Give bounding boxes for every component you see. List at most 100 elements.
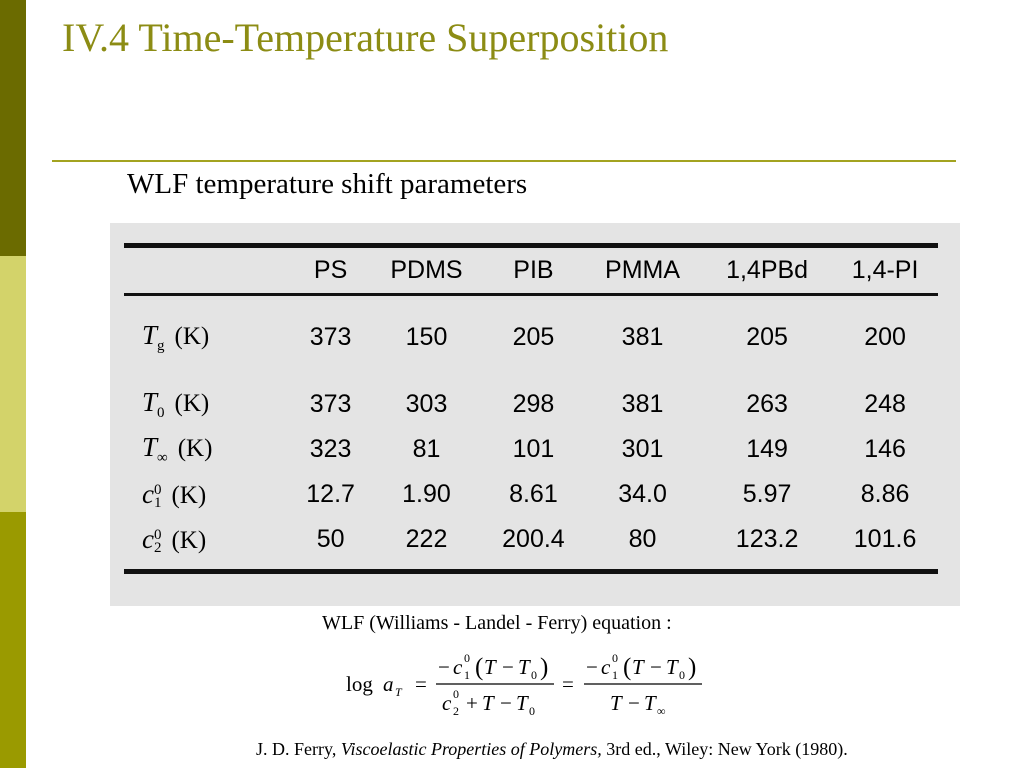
table-top-rule [124, 243, 938, 248]
eq-minus: − [628, 691, 640, 715]
wlf-parameter-table: PS PDMS PIB PMMA 1,4PBd 1,4-PI Tg (K) 373… [124, 248, 938, 562]
column-header-14pi: 1,4-PI [851, 256, 919, 284]
table-header-row: PS PDMS PIB PMMA 1,4PBd 1,4-PI [124, 248, 938, 293]
table-row-c1: c 0 1 (K) 12.7 1.90 8.61 34.0 5.97 8.86 [124, 472, 938, 517]
citation-publisher: 3rd ed., Wiley: New York (1980). [601, 739, 848, 759]
eq-c: c [442, 691, 452, 715]
eq-rparen: ) [688, 654, 696, 681]
table-cell: 248 [864, 390, 906, 418]
row-unit: (K) [174, 390, 210, 417]
row-symbol: c [142, 478, 154, 509]
eq-c: c [453, 655, 463, 679]
table-cell: 303 [405, 390, 448, 418]
eq-subscript: 1 [612, 668, 618, 682]
row-label-c1: c 0 1 (K) [124, 472, 292, 517]
column-header-ps: PS [313, 256, 348, 284]
eq-subscript: 2 [453, 704, 459, 718]
table-cell: 381 [621, 323, 664, 351]
eq-minus: − [502, 655, 514, 679]
table-cell: 5.97 [742, 480, 792, 508]
table-row-tg: Tg (K) 373 150 205 381 205 200 [124, 315, 938, 360]
column-header-pdms: PDMS [390, 256, 463, 284]
row-superscript: 0 [153, 527, 162, 544]
table-cell: 80 [628, 525, 657, 553]
eq-c: c [601, 655, 611, 679]
table-row-c2: c 0 2 (K) 50 222 200.4 80 123.2 101.6 [124, 517, 938, 562]
table-header-rule [124, 293, 938, 296]
row-symbol: T [142, 320, 158, 350]
row-symbol: c [142, 523, 154, 554]
table-caption: WLF temperature shift parameters [127, 168, 528, 200]
row-unit: (K) [174, 323, 210, 350]
eq-rparen: ) [540, 654, 548, 681]
wlf-equation: log a T = − c 0 1 ( T − T 0 ) c 0 2 + T … [346, 651, 702, 718]
table-cell: 149 [746, 435, 788, 463]
table-cell: 12.7 [306, 480, 355, 508]
eq-lparen: ( [623, 654, 631, 681]
eq-lparen: ( [475, 654, 483, 681]
table-cell: 222 [405, 525, 448, 553]
column-header-pmma: PMMA [605, 256, 681, 284]
eq-equals-1: = [415, 672, 427, 696]
left-stripe-dark [0, 0, 26, 256]
title-divider [52, 160, 956, 162]
row-label-tinf: T∞ (K) [124, 427, 292, 472]
eq-subscript: 0 [529, 704, 535, 718]
eq-T: T [610, 691, 623, 715]
table-cell: 373 [309, 390, 352, 418]
eq-equals-2: = [562, 672, 574, 696]
table-cell: 101 [512, 435, 555, 463]
table-cell: 205 [746, 323, 788, 351]
table-cell: 123.2 [735, 525, 799, 553]
table-cell: 150 [405, 323, 448, 351]
eq-minus: − [650, 655, 662, 679]
table-cell: 298 [512, 390, 555, 418]
eq-subscript: ∞ [657, 704, 666, 718]
table-cell: 381 [621, 390, 664, 418]
citation: J. D. Ferry, Viscoelastic Properties of … [256, 739, 848, 760]
left-stripe-light [0, 256, 26, 512]
equation-label: WLF (Williams - Landel - Ferry) equation… [322, 612, 672, 634]
table-cell: 101.6 [853, 525, 917, 553]
table-cell: 81 [412, 435, 441, 463]
row-subscript: 0 [157, 405, 165, 421]
eq-T: T [484, 655, 497, 679]
wlf-table-panel: PS PDMS PIB PMMA 1,4PBd 1,4-PI Tg (K) 373… [110, 223, 960, 606]
table-cell: 323 [309, 435, 352, 463]
row-superscript: 0 [153, 482, 162, 499]
row-label-tg: Tg (K) [124, 315, 292, 360]
row-subscript: ∞ [157, 450, 168, 466]
row-unit: (K) [177, 435, 213, 462]
eq-log: log [346, 672, 373, 696]
eq-subscript: 0 [531, 668, 537, 682]
slide-title: IV.4 Time-Temperature Superposition [62, 15, 669, 60]
eq-a: a [383, 672, 394, 696]
row-unit: (K) [171, 481, 207, 509]
table-cell: 1.90 [402, 480, 451, 508]
eq-subscript: 1 [464, 668, 470, 682]
row-unit: (K) [171, 526, 207, 554]
eq-T: T [632, 655, 645, 679]
table-cell: 146 [864, 435, 906, 463]
eq-superscript: 0 [453, 687, 459, 701]
eq-minus: − [586, 655, 598, 679]
table-cell: 200.4 [502, 525, 565, 553]
eq-T: T [666, 655, 679, 679]
table-row-tinf: T∞ (K) 323 81 101 301 149 146 [124, 427, 938, 472]
row-symbol: T [142, 387, 158, 417]
column-header-14pbd: 1,4PBd [726, 256, 809, 284]
table-row-t0: T0 (K) 373 303 298 381 263 248 [124, 382, 938, 427]
row-label-t0: T0 (K) [124, 382, 292, 427]
column-header-pib: PIB [513, 256, 554, 284]
table-cell: 205 [512, 323, 555, 351]
header-blank [124, 248, 292, 293]
row-label-c2: c 0 2 (K) [124, 517, 292, 562]
table-cell: 8.86 [860, 480, 910, 508]
table-spacer [124, 360, 938, 382]
table-cell: 373 [309, 323, 352, 351]
eq-T: T [518, 655, 531, 679]
row-subscript: 1 [153, 495, 162, 512]
eq-plus: + [466, 691, 478, 715]
eq-minus: − [438, 655, 450, 679]
eq-superscript: 0 [464, 651, 470, 665]
